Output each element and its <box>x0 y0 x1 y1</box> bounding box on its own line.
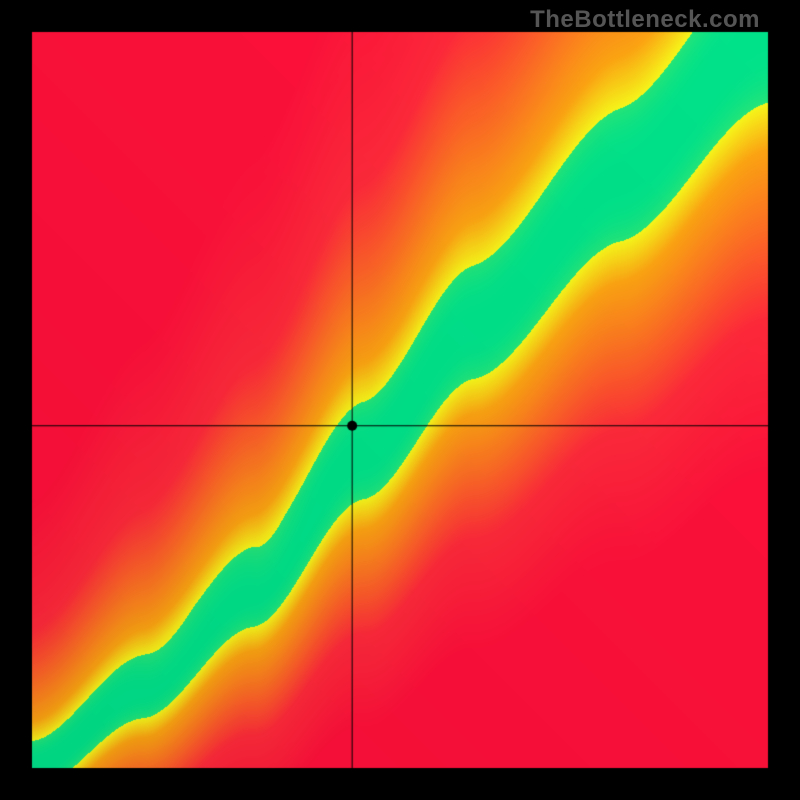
watermark-text: TheBottleneck.com <box>530 6 760 34</box>
bottleneck-heatmap <box>0 0 800 800</box>
chart-container: { "watermark": { "text": "TheBottleneck.… <box>0 0 800 800</box>
